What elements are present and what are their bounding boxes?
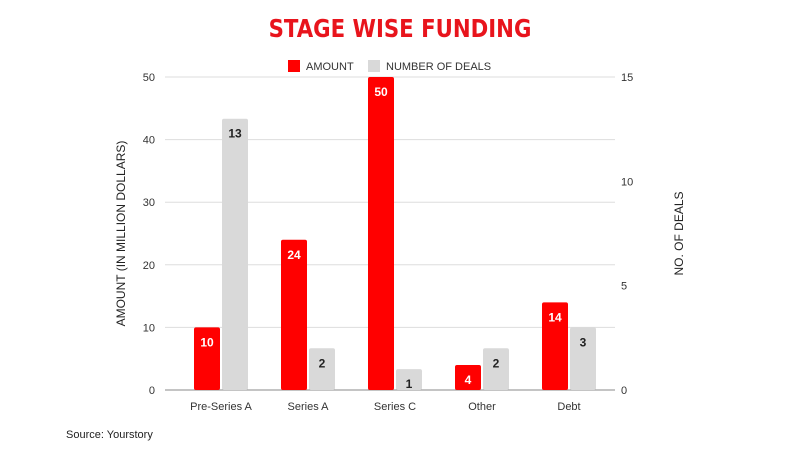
- data-label: 1: [406, 377, 413, 391]
- y-tick-label: 20: [143, 260, 155, 272]
- data-label: 2: [493, 356, 500, 370]
- data-label: 13: [228, 127, 242, 141]
- x-tick-label: Other: [468, 401, 496, 413]
- x-tick-label: Series A: [288, 401, 330, 413]
- data-label: 10: [200, 335, 214, 349]
- legend-swatch: [368, 60, 380, 72]
- x-tick-label: Debt: [557, 401, 580, 413]
- data-label: 2: [319, 356, 326, 370]
- y-tick-label: 30: [143, 197, 155, 209]
- bar-deals: [570, 327, 596, 390]
- x-tick-label: Pre-Series A: [190, 401, 252, 413]
- data-label: 24: [287, 248, 301, 262]
- bar-amount: [194, 327, 220, 390]
- bar-deals: [396, 369, 422, 390]
- y2-tick-label: 5: [621, 281, 627, 293]
- legend-label: AMOUNT: [306, 61, 354, 73]
- y-tick-label: 40: [143, 135, 155, 147]
- y-axis-title: AMOUNT (IN MILLION DOLLARS): [114, 141, 128, 327]
- legend-swatch: [288, 60, 300, 72]
- y-tick-label: 0: [149, 385, 155, 397]
- y-tick-label: 10: [143, 322, 155, 334]
- data-label: 3: [580, 335, 587, 349]
- data-label: 14: [548, 310, 562, 324]
- data-label: 4: [465, 373, 472, 387]
- bar-deals: [309, 348, 335, 390]
- x-tick-label: Series C: [374, 401, 416, 413]
- bar-deals: [483, 348, 509, 390]
- bar-amount: [455, 364, 481, 390]
- legend-label: NUMBER OF DEALS: [386, 61, 491, 73]
- data-label: 50: [374, 85, 388, 99]
- bar-amount: [281, 239, 307, 390]
- bar-amount: [368, 77, 394, 390]
- y2-tick-label: 10: [621, 176, 633, 188]
- bar-deals: [222, 118, 248, 390]
- y2-tick-label: 0: [621, 385, 627, 397]
- bar-amount: [542, 302, 568, 390]
- y2-tick-label: 15: [621, 72, 633, 84]
- chart-title: STAGE WISE FUNDING: [268, 14, 532, 43]
- y-tick-label: 50: [143, 72, 155, 84]
- y2-axis-title: NO. OF DEALS: [672, 191, 686, 275]
- source-note: Source: Yourstory: [66, 429, 153, 441]
